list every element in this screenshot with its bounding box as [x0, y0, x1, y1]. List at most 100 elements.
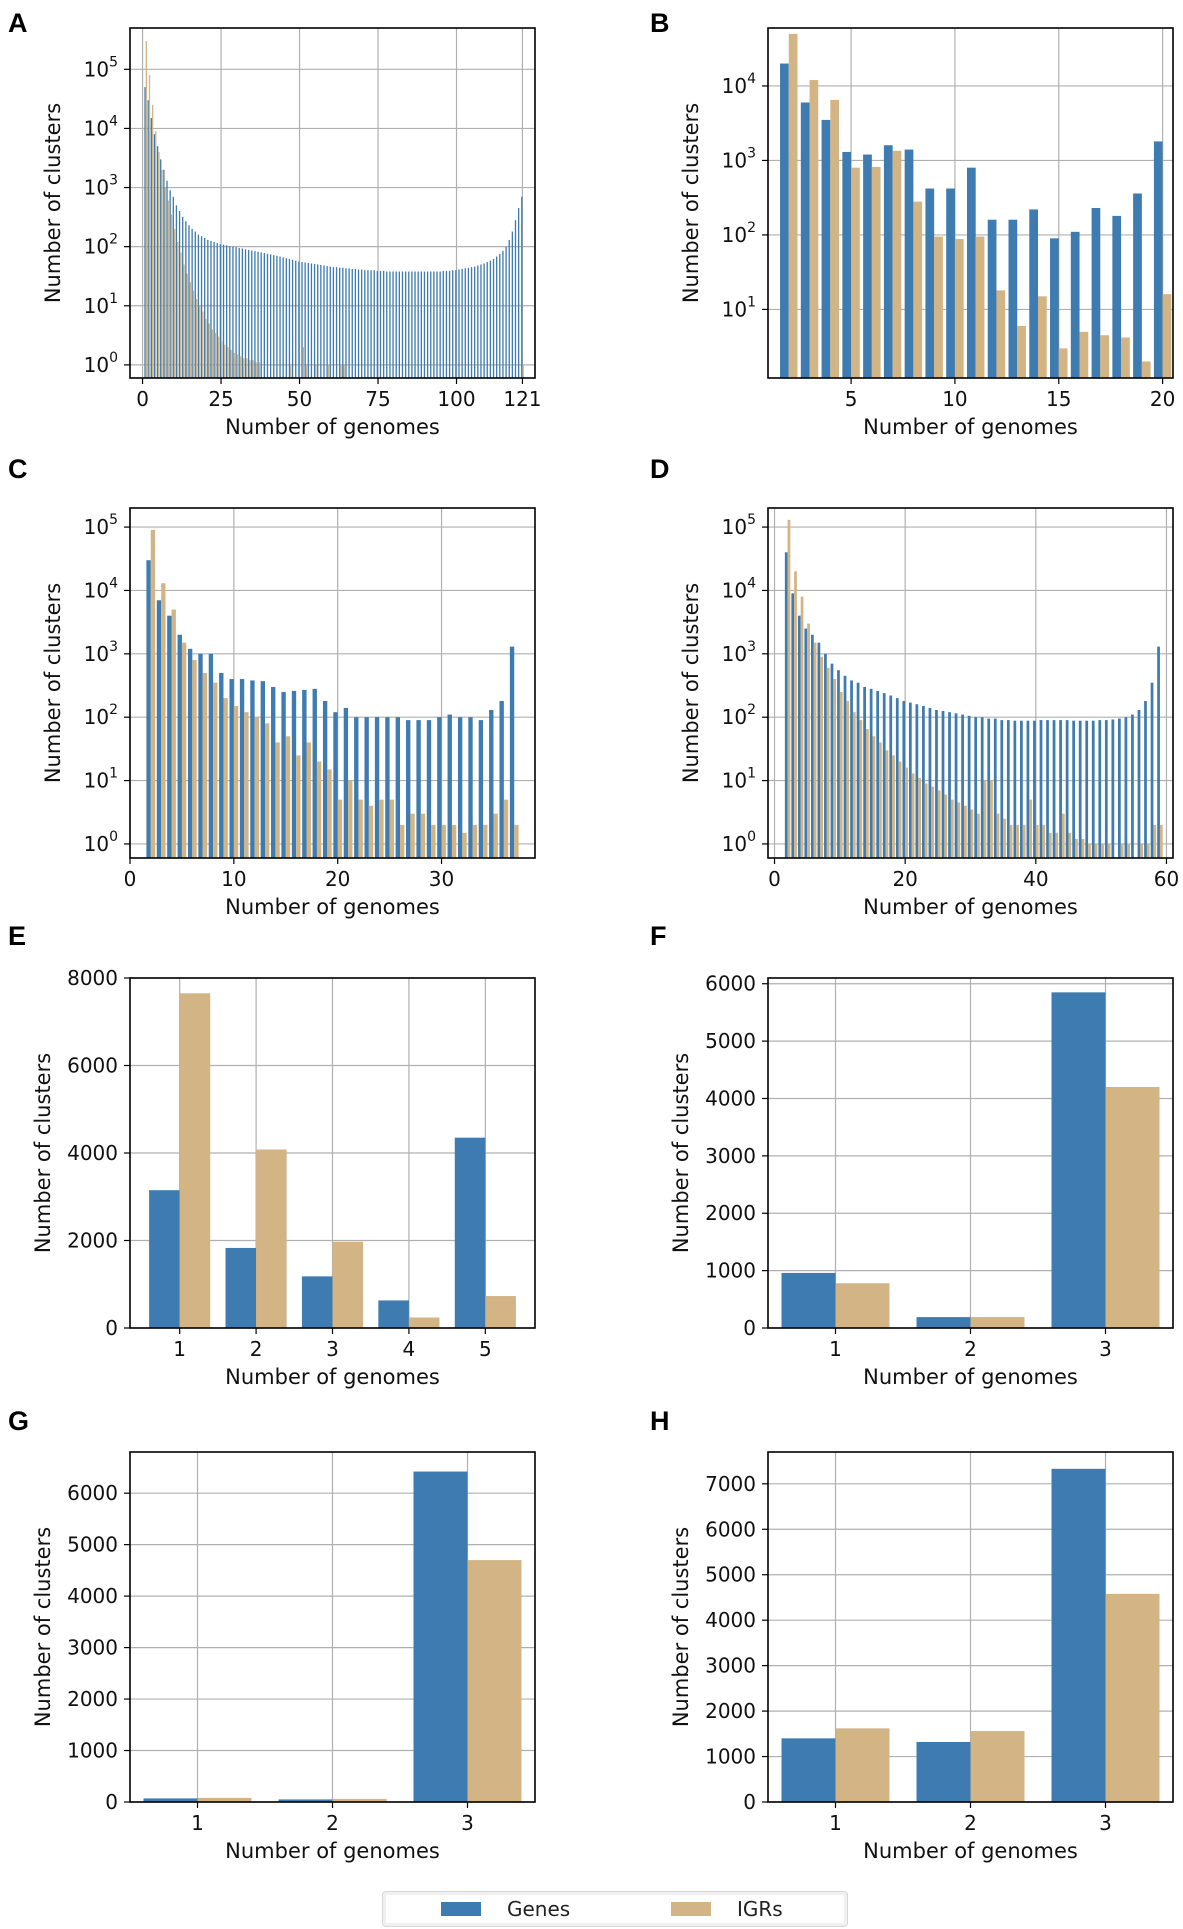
- y-tick-label: 6000: [705, 1517, 756, 1541]
- bar-igrs-3: [467, 1560, 522, 1802]
- bar-igrs-37: [514, 824, 519, 858]
- x-tick-label: 0: [136, 387, 149, 411]
- bar-genes-76: [379, 270, 382, 378]
- bar-igrs-21: [348, 780, 353, 858]
- x-tick-label: 25: [208, 387, 233, 411]
- bar-genes-2: [278, 1799, 333, 1802]
- bar-genes-97: [445, 270, 448, 378]
- bar-igrs-29: [233, 352, 235, 378]
- bar-igrs-59: [1159, 824, 1163, 858]
- y-tick-label: 100: [84, 350, 118, 377]
- bar-genes-6: [160, 159, 162, 378]
- bar-genes-9: [169, 190, 171, 378]
- chart-panel-c: C 0 10 20 30 100 101 102 103 104 105 Number of geno…: [8, 454, 536, 919]
- bar-genes-54: [1124, 717, 1128, 858]
- y-tick-label: 1000: [705, 1745, 756, 1769]
- bar-genes-14: [863, 686, 866, 858]
- bar-genes-81: [395, 271, 397, 378]
- bar-igrs-1: [179, 993, 211, 1328]
- bar-igrs-32: [983, 780, 987, 858]
- bar-genes-66: [348, 268, 350, 378]
- bar-igrs-6: [813, 642, 817, 858]
- bar-genes-22: [915, 704, 919, 858]
- bar-genes-46: [285, 258, 287, 378]
- y-tick-label: 6000: [67, 1054, 118, 1078]
- bar-genes-13: [182, 216, 184, 378]
- legend-item-genes: Genes: [441, 1897, 570, 1921]
- y-tick-label: 101: [722, 294, 756, 321]
- bar-genes-18: [197, 234, 200, 378]
- bar-genes-47: [1078, 720, 1082, 858]
- bar-genes-6: [810, 634, 814, 858]
- x-tick-label: 5: [479, 1337, 492, 1361]
- bar-igrs-7: [164, 187, 166, 378]
- bar-igrs-23: [924, 783, 928, 858]
- bar-genes-9: [830, 663, 834, 858]
- y-tick-label: 105: [722, 512, 756, 539]
- bar-genes-2: [146, 560, 151, 858]
- x-tick-label: 40: [1023, 867, 1048, 891]
- bar-genes-2: [780, 63, 789, 379]
- bar-igrs-18: [199, 305, 201, 378]
- legend-item-igrs: IGRs: [671, 1897, 783, 1921]
- bar-genes-23: [364, 717, 369, 858]
- bar-igrs-8: [913, 201, 923, 378]
- bar-igrs-8: [213, 682, 218, 858]
- bar-genes-53: [307, 262, 309, 378]
- bar-igrs-10: [839, 691, 843, 858]
- y-axis-label: Number of clusters: [669, 1053, 693, 1253]
- panel-label-d: D: [650, 454, 670, 484]
- bar-genes-51: [1104, 720, 1108, 858]
- chart-panel-d: D 0 20 40 60 100 101 102 103 104 105 Number of geno…: [650, 454, 1179, 919]
- bar-igrs-19: [327, 769, 332, 858]
- bar-genes-25: [935, 709, 938, 858]
- bar-igrs-27: [410, 813, 415, 858]
- bar-igrs-24: [379, 799, 384, 858]
- x-tick-label: 20: [892, 867, 917, 891]
- bar-genes-29: [232, 246, 234, 378]
- bar-genes-35: [251, 250, 253, 378]
- bar-genes-3: [1051, 1468, 1106, 1802]
- bar-igrs-18: [892, 755, 895, 858]
- bar-genes-43: [1052, 720, 1056, 858]
- bar-igrs-14: [275, 742, 280, 858]
- bar-igrs-32: [243, 358, 245, 378]
- bar-igrs-2: [148, 75, 151, 378]
- bar-igrs-2: [256, 1149, 287, 1328]
- bar-igrs-52: [305, 364, 308, 378]
- bar-genes-5: [842, 151, 852, 378]
- x-tick-label: 1: [173, 1337, 186, 1361]
- panel-label-h: H: [650, 1406, 670, 1436]
- bar-genes-47: [288, 258, 291, 378]
- bar-igrs-3: [1105, 1593, 1160, 1802]
- bar-genes-98: [448, 270, 451, 378]
- x-axis-label: Number of genomes: [225, 1365, 440, 1389]
- plot-frame: [129, 1451, 536, 1803]
- plot-frame: [129, 27, 536, 379]
- bar-genes-17: [194, 231, 196, 378]
- bar-igrs-15: [1058, 348, 1068, 378]
- bar-igrs-16: [296, 755, 301, 858]
- bar-genes-28: [954, 713, 958, 858]
- bar-igrs-3: [161, 583, 166, 858]
- bar-igrs-4: [830, 99, 840, 378]
- bar-genes-18: [1112, 215, 1122, 378]
- bar-genes-10: [837, 670, 840, 858]
- y-tick-label: 1000: [67, 1739, 118, 1763]
- bar-igrs-22: [918, 777, 921, 858]
- bar-igrs-35: [493, 813, 498, 858]
- bar-genes-106: [474, 266, 476, 378]
- bar-igrs-22: [358, 799, 363, 858]
- bar-genes-3: [791, 593, 795, 858]
- bar-genes-84: [404, 271, 407, 378]
- y-tick-label: 4000: [67, 1141, 118, 1165]
- bar-genes-58: [1150, 682, 1154, 858]
- bar-igrs-9: [934, 236, 943, 378]
- bar-igrs-27: [950, 799, 954, 858]
- bar-igrs-30: [441, 824, 446, 858]
- bar-igrs-26: [944, 794, 948, 858]
- bar-genes-9: [219, 672, 224, 858]
- bar-genes-32: [241, 248, 244, 378]
- bar-igrs-47: [1081, 838, 1085, 858]
